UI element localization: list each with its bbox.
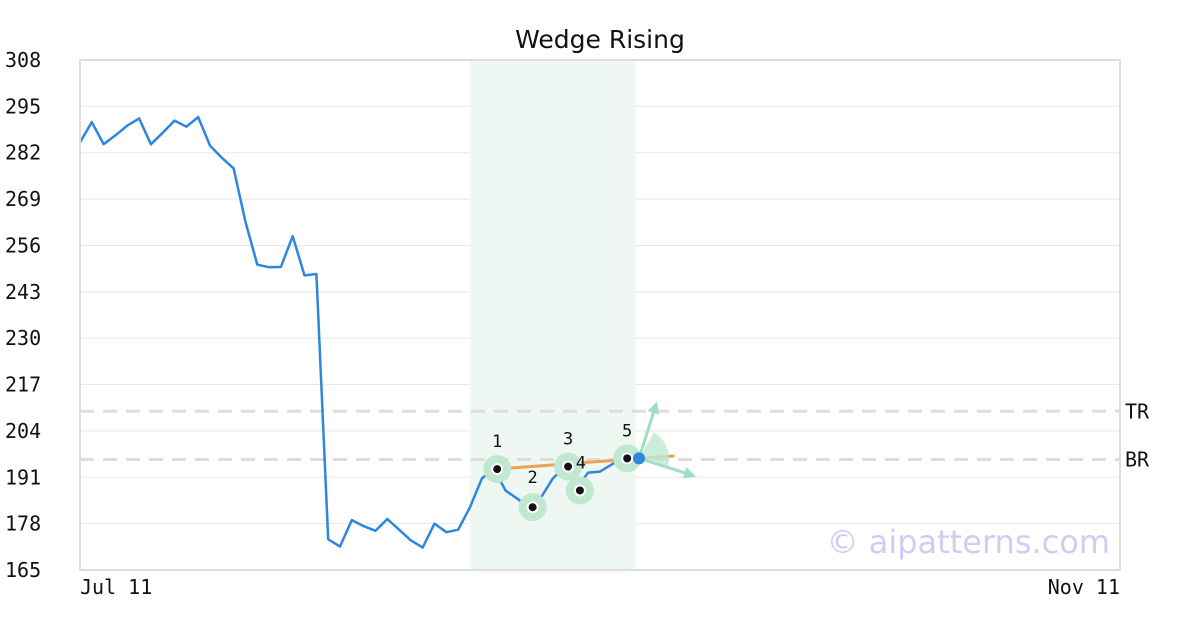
- pattern-point: [562, 460, 575, 473]
- reference-line-label: BR: [1125, 447, 1150, 471]
- x-tick-label: Jul 11: [80, 575, 152, 599]
- projection-arrow: [638, 456, 689, 476]
- pattern-point-label: 2: [528, 468, 538, 488]
- pattern-point-label: 3: [563, 430, 573, 450]
- x-axis-ticks: Jul 11 Nov 11: [80, 575, 1120, 599]
- watermark: © aipatterns.com: [827, 523, 1110, 561]
- pattern-point: [491, 463, 504, 476]
- y-tick-label: 230: [5, 326, 41, 350]
- pattern-point-label: 1: [492, 432, 502, 452]
- y-tick-label: 178: [5, 512, 41, 536]
- y-tick-label: 191: [5, 465, 41, 489]
- pattern-point: [573, 484, 586, 497]
- pattern-point-label: 5: [622, 421, 632, 441]
- y-tick-label: 165: [5, 558, 41, 582]
- pattern-point-label: 4: [576, 453, 586, 473]
- projection-arrowhead: [647, 401, 660, 415]
- pattern-point: [526, 501, 539, 514]
- y-tick-label: 308: [5, 48, 41, 72]
- pattern-overlay: 1 2 34 5: [483, 401, 696, 522]
- y-tick-label: 204: [5, 419, 41, 443]
- reference-line-label: TR: [1125, 399, 1150, 423]
- pattern-band: [470, 60, 636, 570]
- projection-arrowhead: [682, 467, 696, 479]
- x-tick-label: Nov 11: [1048, 575, 1120, 599]
- y-axis-ticks: 308 295 282 269 256 243 230 217 204 191 178 165: [5, 48, 41, 582]
- projection-arrow: [637, 408, 657, 459]
- reference-lines: TR BR: [80, 399, 1150, 471]
- y-tick-label: 295: [5, 94, 41, 118]
- current-price-point: [633, 452, 645, 465]
- y-tick-label: 269: [5, 187, 41, 211]
- y-tick-label: 282: [5, 141, 41, 165]
- y-tick-label: 256: [5, 233, 41, 257]
- plot-frame: [79, 59, 1121, 571]
- chart-title: Wedge Rising: [515, 25, 685, 54]
- pattern-band-layer: [470, 60, 636, 570]
- y-tick-label: 243: [5, 280, 41, 304]
- y-tick-label: 217: [5, 373, 41, 397]
- pattern-point: [621, 452, 634, 465]
